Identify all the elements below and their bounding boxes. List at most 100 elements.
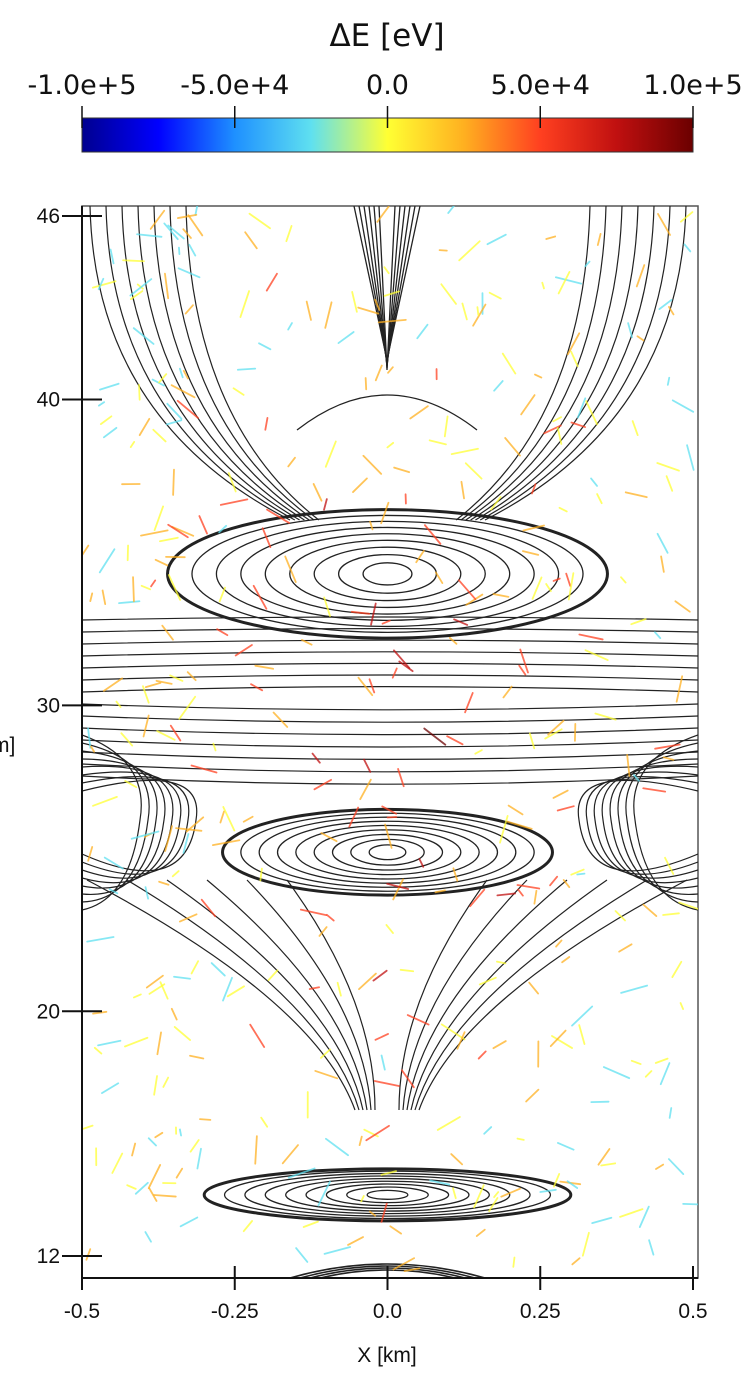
energy-streak xyxy=(103,856,124,870)
field-line xyxy=(82,758,166,889)
energy-streak xyxy=(102,426,118,439)
field-line xyxy=(295,824,480,880)
energy-streak xyxy=(496,960,507,965)
energy-streak xyxy=(187,214,204,237)
field-line xyxy=(82,776,190,875)
y-tick-label: 46 xyxy=(37,205,60,228)
energy-streak xyxy=(261,527,272,549)
x-tick-label: 0.25 xyxy=(520,1300,561,1323)
energy-streak xyxy=(133,993,142,999)
energy-streak xyxy=(236,367,257,371)
energy-streak xyxy=(465,593,484,606)
energy-streak xyxy=(398,660,414,673)
energy-streak xyxy=(619,1208,644,1218)
energy-streak xyxy=(549,1029,567,1048)
energy-streak xyxy=(399,968,415,973)
energy-streak xyxy=(627,322,633,339)
energy-streak xyxy=(134,1181,149,1195)
energy-streak xyxy=(158,373,168,384)
energy-streak xyxy=(380,1202,388,1223)
energy-streak xyxy=(301,639,313,646)
field-line xyxy=(305,1180,470,1210)
field-line xyxy=(82,703,698,711)
energy-streak xyxy=(218,524,228,534)
energy-streak xyxy=(138,384,141,401)
energy-streak xyxy=(234,644,253,657)
energy-streak xyxy=(161,624,174,641)
field-line xyxy=(240,526,535,621)
energy-streak xyxy=(109,248,115,265)
energy-streak xyxy=(386,441,395,449)
energy-streak xyxy=(453,618,469,626)
field-line xyxy=(105,206,296,521)
x-axis-label: X [km] xyxy=(357,1344,417,1367)
energy-streak xyxy=(478,976,497,986)
energy-streak xyxy=(624,491,648,499)
field-line xyxy=(82,734,142,911)
energy-streak xyxy=(522,550,540,556)
field-line xyxy=(82,686,698,693)
energy-streak xyxy=(190,764,218,774)
energy-streak xyxy=(211,839,241,847)
energy-streak xyxy=(198,515,208,535)
energy-streak xyxy=(132,576,135,603)
energy-streak xyxy=(483,1126,493,1135)
field-line xyxy=(264,533,511,615)
energy-streak xyxy=(558,506,568,513)
energy-streak xyxy=(675,675,684,703)
energy-streak xyxy=(92,795,118,807)
energy-streak xyxy=(596,493,603,505)
energy-streak xyxy=(620,984,648,994)
energy-streak xyxy=(464,462,483,480)
energy-streak xyxy=(492,593,510,598)
field-line xyxy=(358,206,416,363)
field-line xyxy=(82,662,698,669)
energy-streak xyxy=(385,924,394,934)
energy-streak xyxy=(659,1062,671,1086)
field-line xyxy=(353,206,421,361)
energy-streak xyxy=(320,832,338,843)
energy-streak xyxy=(129,290,144,301)
energy-streak xyxy=(469,888,486,908)
field-line xyxy=(455,206,591,521)
energy-streak xyxy=(171,525,195,537)
energy-streak xyxy=(170,384,196,399)
energy-streak xyxy=(541,281,545,290)
energy-streak xyxy=(377,318,407,324)
energy-streak xyxy=(182,833,190,854)
energy-streak xyxy=(384,823,393,849)
colorbar: ΔE [eV] -1.0e+5 -5.0e+4 0.0 5.0e+4 1.0e+5 xyxy=(27,18,743,153)
energy-streak xyxy=(401,1069,415,1089)
y-axis-label: m] xyxy=(0,734,15,757)
energy-streak xyxy=(281,1144,299,1165)
energy-streak xyxy=(178,367,184,379)
energy-streak xyxy=(450,1153,464,1166)
energy-streak xyxy=(474,749,483,755)
energy-streak xyxy=(387,366,394,374)
energy-streak xyxy=(380,1170,397,1176)
energy-streak xyxy=(87,846,94,862)
energy-streak xyxy=(552,416,562,423)
energy-streak xyxy=(326,913,335,922)
energy-streak xyxy=(99,382,120,391)
energy-streak xyxy=(357,306,380,315)
energy-streak xyxy=(406,1014,430,1026)
energy-streak xyxy=(264,417,269,431)
energy-streak xyxy=(164,272,170,300)
energy-streak xyxy=(528,732,536,750)
energy-streak xyxy=(381,805,398,815)
y-tick-label: 20 xyxy=(37,1000,60,1023)
energy-streak xyxy=(167,224,185,240)
energy-streak xyxy=(308,986,320,990)
energy-streak xyxy=(170,1007,178,1021)
energy-streak xyxy=(473,1184,485,1209)
energy-streak xyxy=(364,377,368,391)
energy-streak xyxy=(323,498,328,511)
energy-streak xyxy=(531,576,543,600)
energy-streak xyxy=(566,1180,579,1189)
energy-streak xyxy=(516,884,541,890)
energy-streak xyxy=(570,868,585,876)
energy-streak xyxy=(249,1023,266,1048)
energy-streak xyxy=(557,1142,575,1151)
x-axis: -0.5 -0.25 0.0 0.25 0.5 X [km] xyxy=(64,1266,708,1367)
